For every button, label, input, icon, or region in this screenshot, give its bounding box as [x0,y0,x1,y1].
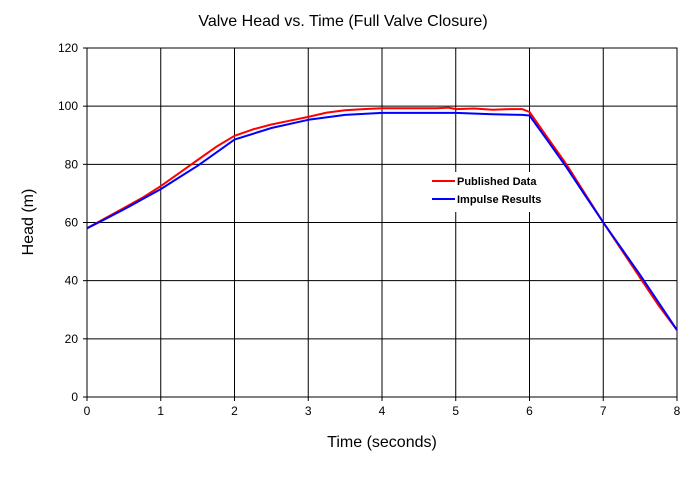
y-tick-label: 40 [65,274,79,288]
y-tick-label: 100 [58,99,78,113]
x-axis-ticks: 0 1 2 3 4 5 6 7 8 [84,397,681,418]
legend-label-impulse-results: Impulse Results [457,194,541,206]
x-tick-label: 4 [379,404,386,418]
y-axis-title: Head (m) [20,189,37,256]
plot-area [86,47,678,398]
x-tick-label: 6 [526,404,533,418]
y-tick-label: 60 [65,216,79,230]
y-tick-label: 0 [71,390,78,404]
series-line-impulse-results [86,111,678,331]
y-tick-label: 20 [65,332,79,346]
x-axis-title: Time (seconds) [327,434,437,451]
x-tick-label: 5 [452,404,459,418]
x-tick-label: 0 [84,404,91,418]
legend-label-published-data: Published Data [457,176,537,188]
chart-title: Valve Head vs. Time (Full Valve Closure) [198,13,487,30]
y-tick-label: 120 [58,41,78,55]
x-tick-label: 7 [600,404,607,418]
series-lines [86,106,678,331]
legend-box [427,172,551,212]
y-axis-ticks: 0 20 40 60 80 100 120 [58,41,87,404]
y-tick-label: 80 [65,157,79,171]
x-tick-label: 2 [231,404,238,418]
x-tick-label: 1 [157,404,164,418]
series-line-published-data [86,106,678,331]
legend: Published Data Impulse Results [427,172,551,212]
x-tick-label: 3 [305,404,312,418]
x-tick-label: 8 [674,404,681,418]
